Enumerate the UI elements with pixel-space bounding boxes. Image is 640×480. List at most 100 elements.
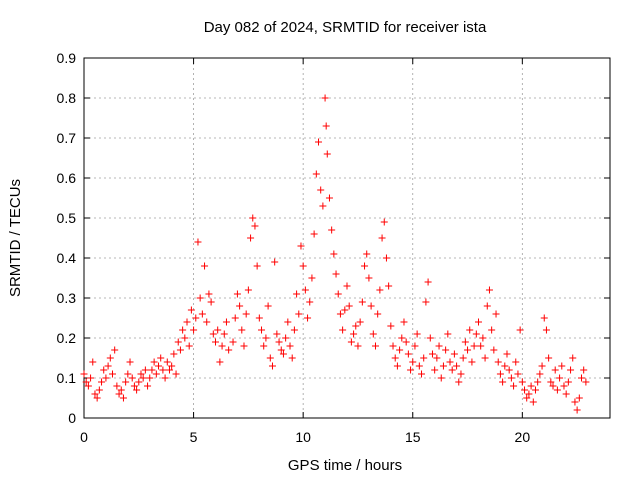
data-point (435, 342, 443, 350)
data-point (163, 358, 171, 366)
data-point (209, 330, 217, 338)
data-point (453, 362, 461, 370)
y-axis-label: SRMTID / TECUs (7, 179, 24, 297)
data-point (341, 306, 349, 314)
data-point (310, 230, 318, 238)
data-point (521, 386, 529, 394)
data-point (119, 394, 127, 402)
y-tick-label: 0.9 (57, 50, 77, 66)
data-point (418, 370, 426, 378)
data-point (501, 362, 509, 370)
data-point (100, 366, 108, 374)
data-point (161, 374, 169, 382)
data-point (433, 354, 441, 362)
data-point (108, 370, 116, 378)
data-point (194, 238, 202, 246)
data-point (80, 370, 88, 378)
data-point (523, 394, 531, 402)
data-point (205, 290, 213, 298)
data-point (459, 354, 467, 362)
data-point (306, 298, 314, 306)
data-point (181, 334, 189, 342)
data-point (361, 262, 369, 270)
data-point (350, 330, 358, 338)
data-point (91, 390, 99, 398)
data-point (216, 358, 224, 366)
data-point (475, 318, 482, 326)
data-point (575, 394, 583, 402)
data-point (481, 354, 489, 362)
data-point (545, 354, 553, 362)
data-point (389, 342, 397, 350)
data-point (172, 370, 180, 378)
data-point (332, 270, 340, 278)
data-point (220, 330, 228, 338)
data-point (185, 342, 193, 350)
data-point (538, 362, 546, 370)
data-point (260, 342, 268, 350)
data-point (325, 194, 333, 202)
data-point (347, 338, 355, 346)
data-point (518, 378, 526, 386)
y-tick-label: 0 (68, 410, 76, 426)
data-point (573, 406, 581, 414)
data-point (413, 330, 421, 338)
data-point (233, 290, 241, 298)
data-point (387, 322, 395, 330)
data-point (374, 310, 382, 318)
data-point (128, 374, 136, 382)
data-point (382, 254, 390, 262)
data-point (196, 294, 204, 302)
data-point (152, 370, 160, 378)
grid-layer (84, 58, 610, 418)
data-point (569, 354, 577, 362)
data-point (295, 310, 303, 318)
data-point (130, 382, 138, 390)
data-point (356, 318, 364, 326)
data-point (290, 326, 298, 334)
data-point (225, 346, 233, 354)
data-point (339, 326, 347, 334)
data-point (244, 286, 252, 294)
data-point (330, 250, 338, 258)
data-point (139, 374, 147, 382)
data-point (479, 334, 487, 342)
data-point (371, 342, 379, 350)
data-point (420, 354, 428, 362)
data-point (396, 346, 404, 354)
x-tick-label: 20 (515, 429, 531, 445)
data-point (321, 94, 329, 102)
data-point (582, 378, 590, 386)
data-point (155, 362, 163, 370)
data-point (117, 386, 125, 394)
data-point (93, 394, 101, 402)
data-point (336, 310, 344, 318)
data-point (87, 374, 95, 382)
data-point (358, 298, 366, 306)
x-tick-label: 0 (80, 429, 88, 445)
data-point (400, 318, 408, 326)
data-point (378, 234, 386, 242)
data-point (494, 358, 502, 366)
data-point (319, 202, 327, 210)
data-point (391, 354, 399, 362)
data-point (212, 338, 219, 346)
data-point (334, 290, 342, 298)
data-point (106, 354, 114, 362)
y-tick-label: 0.5 (57, 210, 77, 226)
x-tick-label: 15 (405, 429, 421, 445)
data-point (304, 314, 312, 322)
data-point (258, 326, 266, 334)
data-point (137, 370, 145, 378)
data-point (444, 330, 452, 338)
data-point (398, 334, 406, 342)
data-point (111, 346, 119, 354)
data-point (253, 262, 261, 270)
data-points (80, 94, 590, 414)
data-point (457, 370, 465, 378)
data-point (168, 362, 176, 370)
data-point (547, 378, 555, 386)
data-point (144, 382, 152, 390)
data-point (431, 366, 439, 374)
